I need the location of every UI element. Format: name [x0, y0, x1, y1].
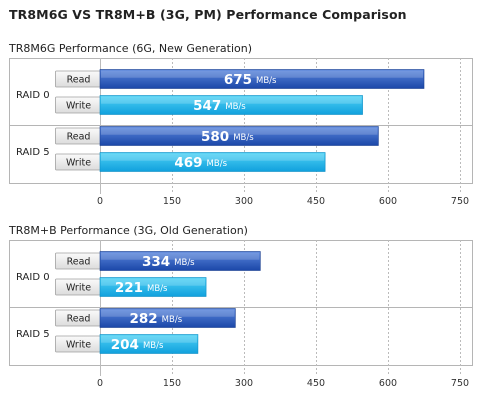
x-tick-label: 0 — [97, 378, 103, 389]
bar-highlight — [101, 335, 197, 343]
x-tick-label: 450 — [307, 196, 325, 207]
bar-value-label: 675 — [224, 72, 252, 88]
x-tick-label: 150 — [163, 378, 181, 389]
bar-write-raid0 — [99, 277, 207, 297]
category-label: Write — [66, 101, 91, 112]
bar-chart-svg: 0 150 300 450 600 750 RAID 0 RAID 5 Read 675 MB/s W… — [9, 58, 473, 207]
bar-value-label: 221 — [115, 280, 143, 296]
chart-title: TR8M6G Performance (6G, New Generation) — [9, 42, 253, 55]
chart-title: TR8M+B Performance (3G, Old Generation) — [9, 224, 248, 237]
bar-unit-label: MB/s — [143, 341, 164, 351]
group-label: RAID 5 — [16, 329, 50, 340]
group-label: RAID 5 — [16, 147, 50, 158]
bar-unit-label: MB/s — [233, 133, 254, 143]
bar-read-raid0 — [99, 69, 425, 89]
x-tick-label: 300 — [235, 196, 253, 207]
group-label: RAID 0 — [16, 90, 50, 101]
bar-value-label: 547 — [193, 98, 221, 114]
bar-unit-label: MB/s — [256, 76, 277, 86]
category-label: Write — [66, 283, 91, 294]
x-tick-label: 750 — [451, 378, 469, 389]
bar-unit-label: MB/s — [162, 315, 183, 325]
category-label: Read — [67, 75, 91, 86]
bar-value-label: 580 — [201, 129, 229, 145]
bar-read-raid5 — [99, 308, 236, 328]
bar-chart-svg: 0 150 300 450 600 750 RAID 0 RAID 5 Read 334 MB/s W… — [9, 240, 473, 389]
category-label: Write — [66, 340, 91, 351]
group-label: RAID 0 — [16, 272, 50, 283]
bar-write-raid5 — [99, 152, 326, 172]
x-tick-label: 300 — [235, 378, 253, 389]
chart-old-generation: TR8M+B Performance (3G, Old Generation) … — [0, 224, 480, 399]
x-tick-label: 600 — [379, 196, 397, 207]
bar-read-raid0 — [99, 251, 261, 271]
bar-value-label: 334 — [142, 254, 170, 270]
bar-value-label: 204 — [111, 337, 139, 353]
bar-highlight — [101, 153, 325, 161]
bar-highlight — [101, 70, 423, 78]
x-tick-label: 150 — [163, 196, 181, 207]
bar-unit-label: MB/s — [147, 284, 168, 294]
bar-highlight — [101, 127, 378, 135]
x-tick-label: 750 — [451, 196, 469, 207]
bar-write-raid0 — [99, 95, 363, 115]
category-label: Read — [67, 314, 91, 325]
x-tick-label: 450 — [307, 378, 325, 389]
bar-unit-label: MB/s — [225, 102, 246, 112]
category-label: Read — [67, 132, 91, 143]
page-title: TR8M6G VS TR8M+B (3G, PM) Performance Co… — [9, 7, 407, 22]
bar-value-label: 282 — [129, 311, 157, 327]
bar-unit-label: MB/s — [207, 159, 228, 169]
bar-write-raid5 — [99, 334, 199, 354]
category-label: Read — [67, 257, 91, 268]
bar-read-raid5 — [99, 126, 379, 146]
x-tick-label: 0 — [97, 196, 103, 207]
x-tick-label: 600 — [379, 378, 397, 389]
bar-unit-label: MB/s — [174, 258, 195, 268]
bar-highlight — [101, 309, 235, 317]
bar-highlight — [101, 252, 260, 260]
bar-highlight — [101, 96, 362, 104]
bar-highlight — [101, 278, 206, 286]
bar-value-label: 469 — [174, 155, 202, 171]
category-label: Write — [66, 158, 91, 169]
chart-new-generation: TR8M6G Performance (6G, New Generation) … — [0, 42, 480, 217]
